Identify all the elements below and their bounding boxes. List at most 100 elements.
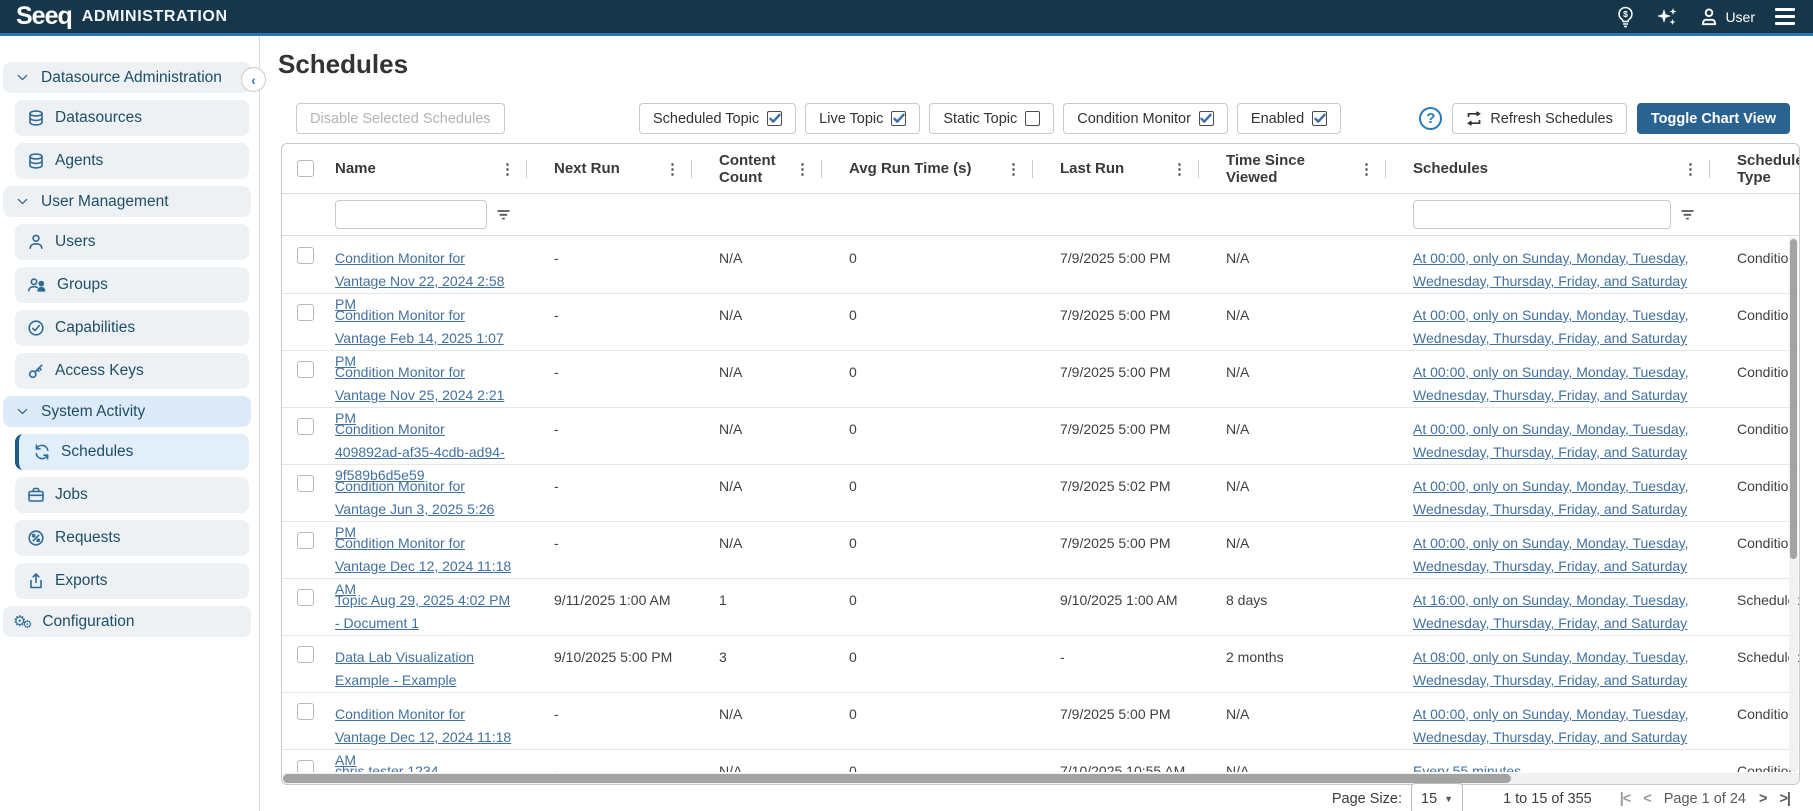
row-checkbox[interactable] (297, 589, 314, 606)
schedule-name-link[interactable]: Topic Aug 29, 2025 4:02 PM - Document 1 (335, 592, 511, 631)
topbar-actions: $ User (1616, 5, 1795, 29)
select-all-checkbox[interactable] (297, 160, 314, 177)
row-checkbox[interactable] (297, 304, 314, 321)
schedule-name-link[interactable]: chris tester 1234 (335, 763, 439, 772)
disable-selected-schedules-button[interactable]: Disable Selected Schedules (296, 103, 505, 134)
sidebar-section-user-management[interactable]: User Management (3, 186, 251, 217)
column-header-next-run[interactable]: Next Run ⋮ (527, 144, 692, 193)
schedule-name-link[interactable]: Condition Monitor for Vantage Jun 3, 202… (335, 478, 495, 540)
schedule-name-link[interactable]: Condition Monitor for Vantage Dec 12, 20… (335, 706, 512, 768)
sparkles-icon[interactable] (1655, 5, 1679, 29)
lightbulb-dollar-icon[interactable]: $ (1616, 6, 1635, 28)
column-header-name[interactable]: Name ⋮ (328, 144, 527, 193)
column-menu-icon[interactable]: ⋮ (1359, 160, 1374, 178)
seeq-logo[interactable]: Seeq (16, 2, 73, 30)
filter-icon[interactable] (496, 208, 511, 221)
cell-time-since-viewed: N/A (1199, 465, 1386, 521)
user-menu[interactable]: User (1699, 7, 1755, 27)
row-checkbox[interactable] (297, 703, 314, 720)
row-checkbox[interactable] (297, 760, 314, 772)
sidebar-item-users[interactable]: Users (15, 224, 249, 260)
column-header-content-count[interactable]: Content Count ⋮ (692, 144, 822, 193)
column-menu-icon[interactable]: ⋮ (1172, 160, 1187, 178)
schedule-cron-link[interactable]: At 08:00, only on Sunday, Monday, Tuesda… (1413, 649, 1689, 688)
cell-next-run: - (527, 237, 692, 293)
column-header-avg-run-time-s[interactable]: Avg Run Time (s) ⋮ (822, 144, 1033, 193)
hamburger-menu-icon[interactable] (1775, 8, 1795, 25)
schedule-cron-link[interactable]: At 00:00, only on Sunday, Monday, Tuesda… (1413, 250, 1689, 289)
sidebar-item-datasources[interactable]: Datasources (15, 100, 249, 136)
filter-chip-condition-monitor[interactable]: Condition Monitor (1063, 103, 1228, 134)
schedule-cron-link[interactable]: At 00:00, only on Sunday, Monday, Tuesda… (1413, 307, 1689, 346)
first-page-button[interactable]: |< (1619, 790, 1631, 807)
sidebar-item-schedules[interactable]: Schedules (15, 434, 249, 470)
last-page-button[interactable]: >| (1779, 790, 1790, 807)
schedule-name-link[interactable]: Condition Monitor for Vantage Nov 22, 20… (335, 250, 505, 312)
name-filter-input[interactable] (335, 200, 487, 229)
horizontal-scrollbar[interactable] (282, 773, 1799, 784)
briefcase-icon (27, 486, 45, 504)
filter-chip-scheduled-topic[interactable]: Scheduled Topic (639, 103, 797, 134)
filter-chip-live-topic[interactable]: Live Topic (805, 103, 921, 134)
column-menu-icon[interactable]: ⋮ (665, 160, 680, 178)
schedule-name-link[interactable]: Data Lab Visualization Example - Example (335, 649, 475, 688)
schedule-cron-link[interactable]: At 00:00, only on Sunday, Monday, Tuesda… (1413, 364, 1689, 403)
vertical-scrollbar[interactable] (1789, 237, 1798, 772)
column-menu-icon[interactable]: ⋮ (500, 160, 515, 178)
cell-content-count: N/A (692, 522, 822, 578)
filter-cell-schedules (1386, 200, 1710, 229)
row-checkbox[interactable] (297, 418, 314, 435)
sidebar-item-requests[interactable]: Requests (15, 520, 249, 556)
column-menu-icon[interactable]: ⋮ (1006, 160, 1021, 178)
schedule-cron-link[interactable]: At 00:00, only on Sunday, Monday, Tuesda… (1413, 706, 1689, 745)
row-checkbox[interactable] (297, 361, 314, 378)
schedule-name-link[interactable]: Condition Monitor for Vantage Feb 14, 20… (335, 307, 504, 369)
filter-chip-static-topic[interactable]: Static Topic (929, 103, 1055, 134)
column-header-last-run[interactable]: Last Run ⋮ (1033, 144, 1199, 193)
column-header-schedules[interactable]: Schedules ⋮ (1386, 144, 1710, 193)
column-menu-icon[interactable]: ⋮ (1683, 160, 1698, 178)
cell-time-since-viewed: 2 months (1199, 636, 1386, 692)
sidebar-item-groups[interactable]: Groups (15, 267, 249, 303)
sidebar-section-system-activity[interactable]: System Activity (3, 396, 251, 427)
page-size-select[interactable]: 15 ▼ (1411, 783, 1464, 811)
schedules-filter-input[interactable] (1413, 200, 1671, 229)
filter-chip-enabled[interactable]: Enabled (1236, 103, 1342, 134)
sidebar-item-jobs[interactable]: Jobs (15, 477, 249, 513)
schedule-cron-link[interactable]: Every 55 minutes (1413, 763, 1522, 772)
schedule-cron-link[interactable]: At 00:00, only on Sunday, Monday, Tuesda… (1413, 478, 1689, 517)
row-checkbox[interactable] (297, 247, 314, 264)
sidebar-item-configuration[interactable]: ⚙ ⚙ Configuration (3, 606, 251, 637)
column-header-schedule-type[interactable]: Schedule Type⋮ (1710, 144, 1799, 193)
toggle-chart-view-button[interactable]: Toggle Chart View (1636, 103, 1790, 134)
row-checkbox[interactable] (297, 475, 314, 492)
schedule-cron-link[interactable]: At 16:00, only on Sunday, Monday, Tuesda… (1413, 592, 1689, 631)
filter-icon[interactable] (1680, 208, 1695, 221)
refresh-schedules-button[interactable]: Refresh Schedules (1452, 103, 1627, 134)
sidebar-item-capabilities[interactable]: Capabilities (15, 310, 249, 346)
sidebar-item-exports[interactable]: Exports (15, 563, 249, 599)
cell-content-count: N/A (692, 351, 822, 407)
schedule-cron-link[interactable]: At 00:00, only on Sunday, Monday, Tuesda… (1413, 535, 1689, 574)
horizontal-scrollbar-thumb[interactable] (283, 774, 1511, 783)
prev-page-button[interactable]: < (1643, 790, 1652, 807)
column-menu-icon[interactable]: ⋮ (795, 160, 810, 178)
sidebar-collapse-button[interactable]: ‹ (241, 67, 266, 92)
schedule-name-link[interactable]: Condition Monitor for Vantage Dec 12, 20… (335, 535, 512, 597)
schedule-name-link[interactable]: Condition Monitor 409892ad-af35-4cdb-ad9… (335, 421, 505, 483)
sidebar-item-access-keys[interactable]: Access Keys (15, 353, 249, 389)
cell-avg-run-time: 0 (822, 465, 1033, 521)
schedule-name-link[interactable]: Condition Monitor for Vantage Nov 25, 20… (335, 364, 505, 426)
row-checkbox[interactable] (297, 646, 314, 663)
column-header-time-since-viewed[interactable]: Time Since Viewed ⋮ (1199, 144, 1386, 193)
next-page-button[interactable]: > (1759, 790, 1768, 807)
schedule-cron-link[interactable]: At 00:00, only on Sunday, Monday, Tuesda… (1413, 421, 1689, 460)
sidebar-section-datasource-administration[interactable]: Datasource Administration (3, 62, 251, 93)
cell-schedule-type: Condition Monitor (1710, 294, 1799, 350)
sidebar-section-label: Datasource Administration (41, 68, 222, 86)
sidebar-item-agents[interactable]: Agents (15, 143, 249, 179)
vertical-scrollbar-thumb[interactable] (1790, 239, 1797, 559)
help-icon[interactable]: ? (1419, 107, 1443, 130)
cell-time-since-viewed: N/A (1199, 237, 1386, 293)
row-checkbox[interactable] (297, 532, 314, 549)
